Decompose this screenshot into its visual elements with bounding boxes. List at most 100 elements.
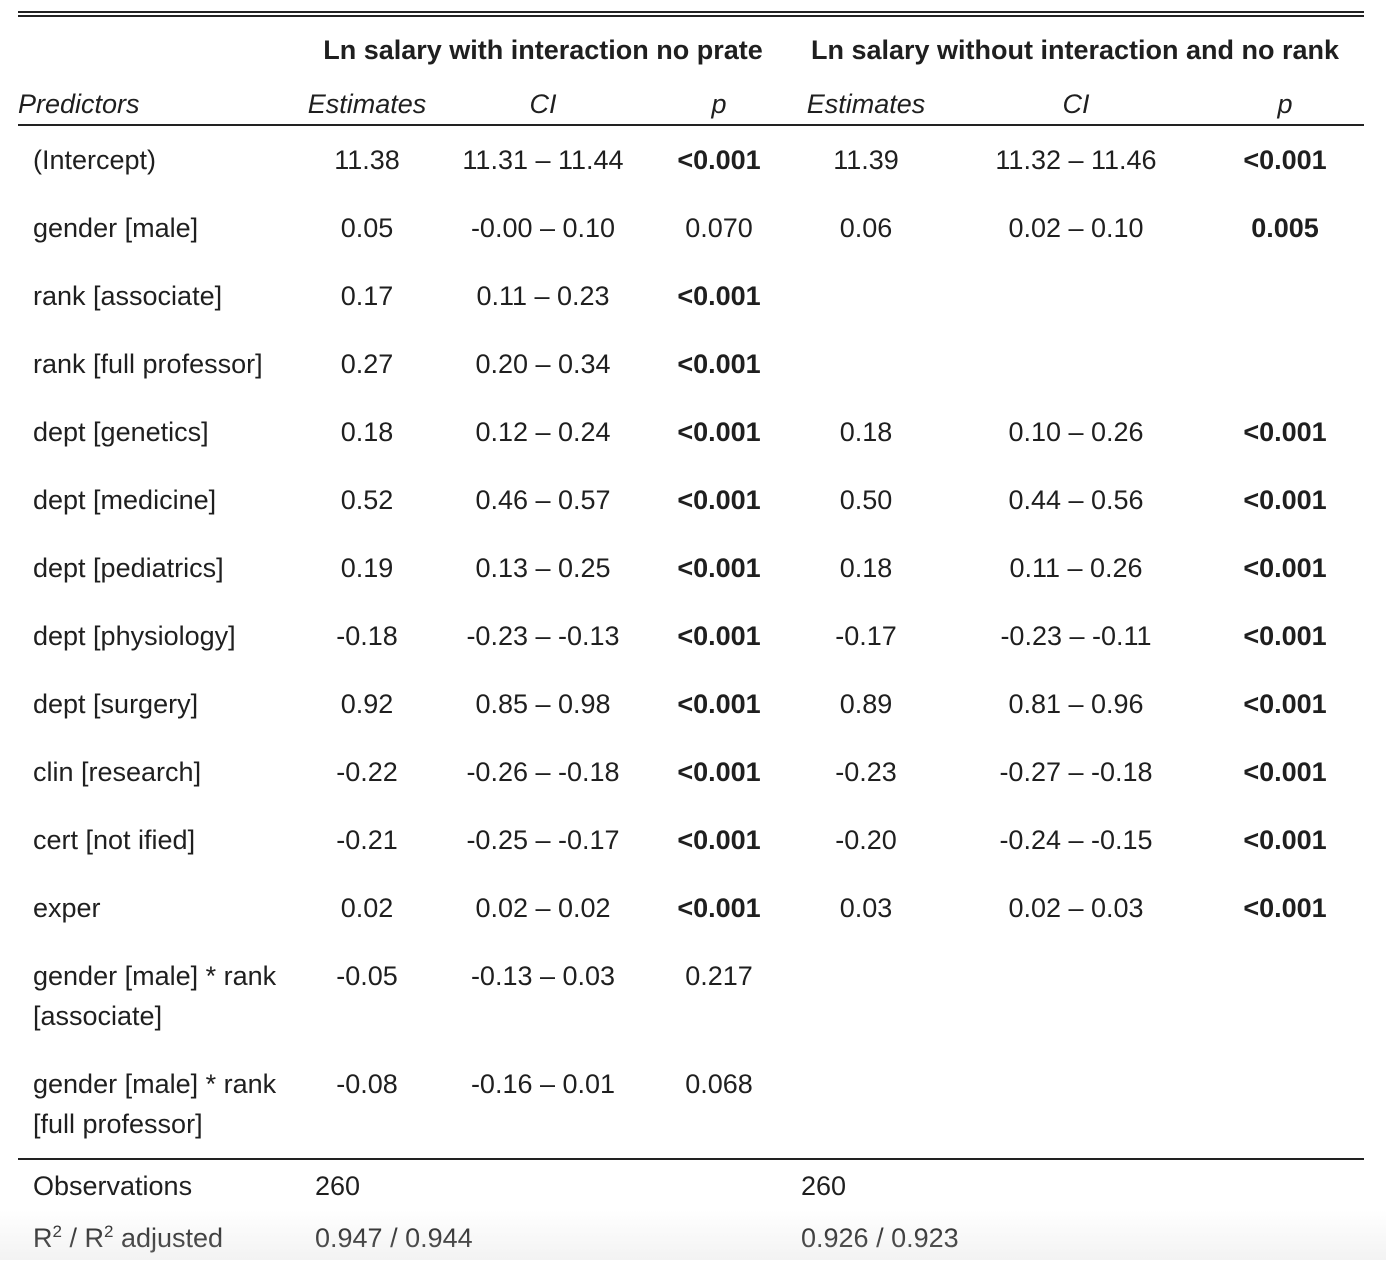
r2-label-adjusted: adjusted <box>113 1223 224 1253</box>
ci-model2: 0.44 – 0.56 <box>1008 485 1144 515</box>
r2-sup-2: 2 <box>103 1222 114 1241</box>
estimate-model1: -0.05 <box>336 961 398 991</box>
r2-label-r: R <box>33 1223 53 1253</box>
ci-header-1: CI <box>529 89 557 119</box>
ci-model2: 0.10 – 0.26 <box>1008 417 1144 447</box>
estimate-model1: 0.05 <box>340 213 394 243</box>
p-model1: 0.070 <box>685 213 753 243</box>
r2-label-slash: / R <box>61 1223 104 1253</box>
p-model1: 0.217 <box>685 961 753 991</box>
ci-model1: -0.13 – 0.03 <box>470 961 616 991</box>
estimate-model2: -0.17 <box>835 621 897 651</box>
ci-model2: -0.27 – -0.18 <box>999 757 1153 787</box>
predictor-label: exper <box>33 893 101 923</box>
estimates-header-1: Estimates <box>307 89 427 119</box>
estimate-model2: -0.20 <box>835 825 897 855</box>
p-model1: <0.001 <box>677 689 761 719</box>
ci-model1: 0.02 – 0.02 <box>475 893 611 923</box>
estimate-model1: 0.27 <box>340 349 394 379</box>
ci-model1: -0.00 – 0.10 <box>470 213 616 243</box>
ci-model1: -0.25 – -0.17 <box>466 825 620 855</box>
estimate-model1: 11.38 <box>334 145 400 175</box>
p-model1: <0.001 <box>677 281 761 311</box>
p-model2: <0.001 <box>1243 893 1327 923</box>
predictor-label: cert [not ified] <box>33 825 196 855</box>
p-model2: <0.001 <box>1243 689 1327 719</box>
p-model1: <0.001 <box>677 553 761 583</box>
estimate-model2: 0.50 <box>839 485 893 515</box>
estimate-model2: 0.89 <box>839 689 893 719</box>
predictor-label: dept [surgery] <box>33 689 199 719</box>
p-model2: <0.001 <box>1243 621 1327 651</box>
estimate-model1: -0.18 <box>336 621 398 651</box>
predictor-label: rank [full professor] <box>33 349 263 379</box>
p-model2: <0.001 <box>1243 417 1327 447</box>
predictor-label: gender [male] * rank [full professor] <box>33 1069 277 1139</box>
estimate-model2: 0.06 <box>839 213 893 243</box>
ci-model2: 0.81 – 0.96 <box>1008 689 1144 719</box>
ci-model2: 0.02 – 0.03 <box>1008 893 1144 923</box>
predictor-label: (Intercept) <box>33 145 157 175</box>
predictor-label: gender [male] * rank [associate] <box>33 961 277 1031</box>
p-model2: 0.005 <box>1251 213 1319 243</box>
observations-label: Observations <box>33 1171 193 1201</box>
p-model1: 0.068 <box>685 1069 753 1099</box>
ci-model1: -0.26 – -0.18 <box>466 757 620 787</box>
ci-model2: 11.32 – 11.46 <box>995 145 1157 175</box>
p-model1: <0.001 <box>677 757 761 787</box>
estimate-model1: 0.02 <box>340 893 394 923</box>
p-model1: <0.001 <box>677 893 761 923</box>
p-model1: <0.001 <box>677 825 761 855</box>
ci-model1: -0.16 – 0.01 <box>470 1069 616 1099</box>
ci-model2: 0.11 – 0.26 <box>1009 553 1143 583</box>
r2-model1: 0.947 / 0.944 <box>315 1223 473 1253</box>
estimate-model1: 0.18 <box>340 417 394 447</box>
p-header-1: p <box>711 89 727 119</box>
ci-model1: 11.31 – 11.44 <box>462 145 624 175</box>
p-model1: <0.001 <box>677 349 761 379</box>
top-rule <box>18 11 1364 13</box>
predictor-label: dept [pediatrics] <box>33 553 224 583</box>
r2-model2: 0.926 / 0.923 <box>801 1223 959 1253</box>
estimate-model1: -0.22 <box>336 757 398 787</box>
estimate-model1: -0.21 <box>336 825 398 855</box>
model1-title: Ln salary with interaction no prate <box>323 35 763 65</box>
estimate-model1: 0.52 <box>340 485 394 515</box>
estimate-model2: 0.18 <box>839 553 893 583</box>
p-model1: <0.001 <box>677 485 761 515</box>
predictor-label: rank [associate] <box>33 281 223 311</box>
footer-rule <box>18 1158 1364 1160</box>
estimate-model1: 0.17 <box>340 281 394 311</box>
model2-title: Ln salary without interaction and no ran… <box>810 35 1340 65</box>
r2-sup-1: 2 <box>52 1222 62 1241</box>
predictor-label: dept [medicine] <box>33 485 217 515</box>
estimate-model2: 0.18 <box>839 417 893 447</box>
top-rule-2 <box>18 15 1364 17</box>
predictor-label: clin [research] <box>33 757 202 787</box>
r2-label: R2 / R2 adjusted <box>33 1218 223 1262</box>
ci-model1: 0.11 – 0.23 <box>476 281 610 311</box>
ci-model2: -0.24 – -0.15 <box>999 825 1153 855</box>
ci-model2: -0.23 – -0.11 <box>1000 621 1152 651</box>
ci-model1: 0.12 – 0.24 <box>475 417 611 447</box>
estimate-model1: 0.92 <box>340 689 394 719</box>
ci-model1: 0.85 – 0.98 <box>475 689 611 719</box>
estimate-model1: 0.19 <box>340 553 394 583</box>
ci-model1: 0.13 – 0.25 <box>475 553 611 583</box>
ci-header-2: CI <box>1062 89 1090 119</box>
ci-model1: -0.23 – -0.13 <box>466 621 620 651</box>
p-model2: <0.001 <box>1243 553 1327 583</box>
p-model2: <0.001 <box>1243 485 1327 515</box>
p-model2: <0.001 <box>1243 145 1327 175</box>
estimates-header-2: Estimates <box>806 89 926 119</box>
p-model2: <0.001 <box>1243 825 1327 855</box>
estimate-model1: -0.08 <box>336 1069 398 1099</box>
predictors-header: Predictors <box>18 89 140 119</box>
p-header-2: p <box>1277 89 1293 119</box>
p-model1: <0.001 <box>677 417 761 447</box>
header-rule <box>18 124 1364 126</box>
ci-model1: 0.46 – 0.57 <box>475 485 611 515</box>
predictor-label: gender [male] <box>33 213 199 243</box>
p-model2: <0.001 <box>1243 757 1327 787</box>
